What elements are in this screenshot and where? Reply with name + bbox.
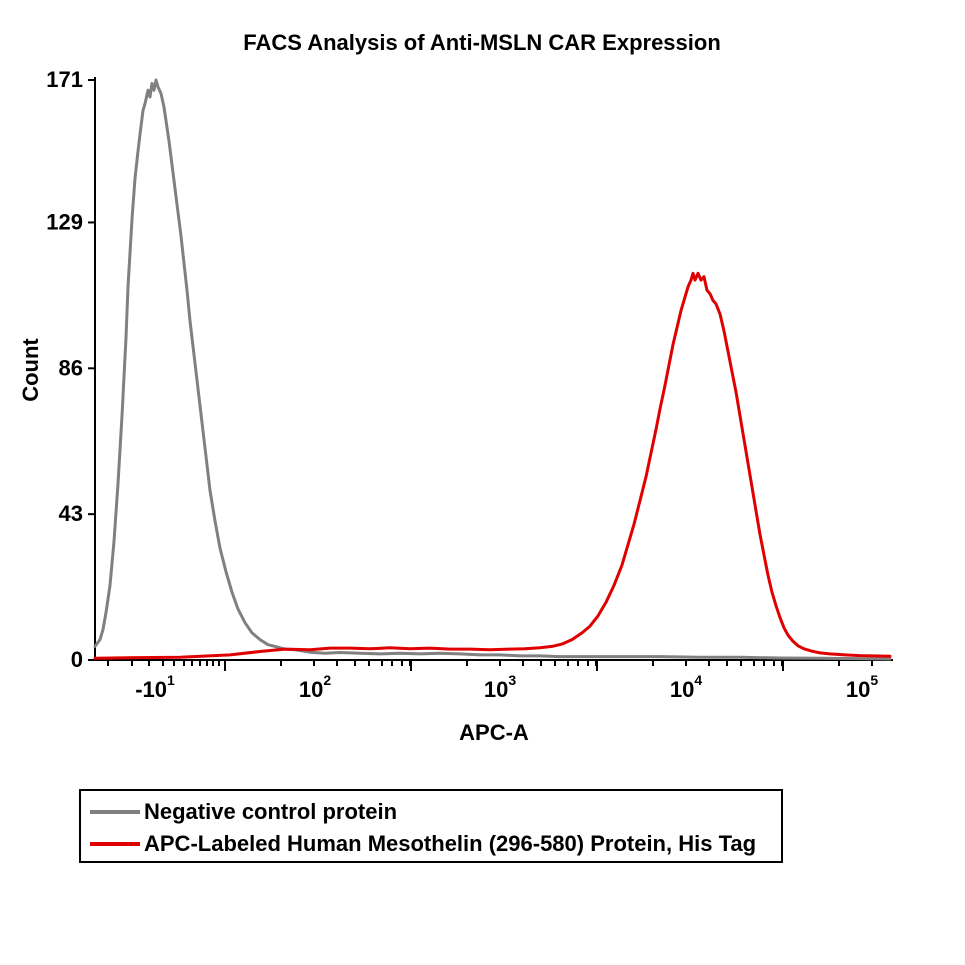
y-tick-label: 0 <box>71 647 83 672</box>
legend-label: Negative control protein <box>144 799 397 824</box>
y-tick-label: 86 <box>59 355 83 380</box>
axes <box>95 77 893 660</box>
x-tick-label: 103 <box>484 672 516 702</box>
y-tick-label: 129 <box>46 209 83 234</box>
x-tick-label: 105 <box>846 672 878 702</box>
y-tick-label: 43 <box>59 501 83 526</box>
x-tick-label: 104 <box>670 672 702 702</box>
y-ticks: 0 43 86 129 171 <box>46 67 95 672</box>
series-apc-msln <box>95 273 890 658</box>
x-axis-label: APC-A <box>459 720 529 745</box>
facs-histogram-chart: FACS Analysis of Anti-MSLN CAR Expressio… <box>0 0 965 965</box>
y-tick-label: 171 <box>46 67 83 92</box>
x-tick-label: 102 <box>299 672 331 702</box>
series-negative-control <box>95 80 890 659</box>
x-ticks: -101 102 103 104 105 <box>108 660 878 702</box>
chart-series <box>95 80 890 659</box>
legend-label: APC-Labeled Human Mesothelin (296-580) P… <box>144 831 756 856</box>
x-tick-label: -101 <box>135 672 175 702</box>
legend: Negative control protein APC-Labeled Huma… <box>80 790 782 862</box>
chart-title: FACS Analysis of Anti-MSLN CAR Expressio… <box>243 30 721 55</box>
y-axis-label: Count <box>18 338 43 402</box>
